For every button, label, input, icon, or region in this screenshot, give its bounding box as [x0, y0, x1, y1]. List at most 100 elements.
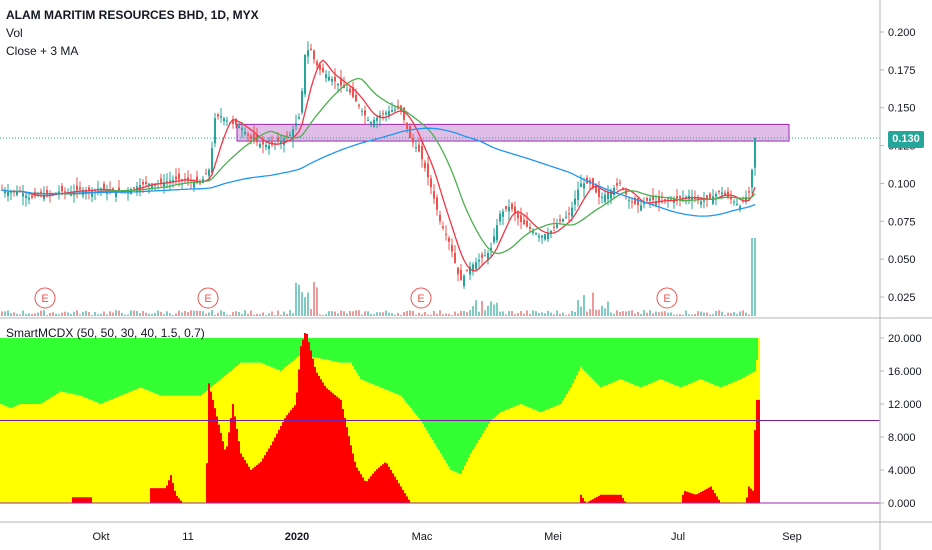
vol-legend[interactable]: Vol	[6, 26, 23, 40]
mcdx-yellow-bar	[250, 362, 252, 470]
volume-bar	[436, 313, 438, 316]
mcdx-yellow-bar	[518, 404, 520, 503]
mcdx-green-bar	[164, 338, 166, 396]
mcdx-yellow-bar	[34, 404, 36, 503]
mcdx-red-bar	[696, 494, 698, 503]
mcdx-yellow-bar	[650, 383, 652, 503]
mcdx-green-bar	[0, 338, 2, 404]
mcdx-green-bar	[556, 338, 558, 406]
candle-body	[700, 201, 702, 205]
mcdx-green-bar	[12, 338, 14, 408]
mcdx-yellow-bar	[540, 412, 542, 503]
candle-body	[670, 198, 672, 200]
mcdx-red-bar	[162, 488, 164, 503]
volume-bar	[61, 312, 63, 316]
mcdx-green-bar	[106, 338, 108, 402]
volume-bar	[421, 314, 423, 316]
mcdx-yellow-bar	[256, 362, 258, 466]
mcdx-green-bar	[142, 338, 144, 389]
mcdx-green-bar	[576, 338, 578, 376]
volume-bar	[541, 312, 543, 316]
candle-body	[46, 189, 48, 196]
indicator-tick-label: 20.000	[888, 333, 922, 345]
candle-body	[595, 184, 597, 193]
mcdx-yellow-bar	[424, 427, 426, 503]
mcdx-green-bar	[452, 338, 454, 471]
mcdx-green-bar	[598, 338, 600, 386]
candle-body	[211, 148, 213, 174]
volume-bar	[685, 310, 687, 316]
mcdx-red-bar	[158, 488, 160, 503]
mcdx-green-bar	[38, 338, 40, 404]
mcdx-yellow-bar	[90, 399, 92, 498]
mcdx-yellow-bar	[318, 358, 320, 376]
candle-body	[355, 94, 357, 102]
candle-body	[316, 61, 318, 66]
volume-bar	[238, 311, 240, 316]
time-tick-label: Okt	[92, 531, 109, 543]
mcdx-green-bar	[410, 338, 412, 409]
volume-bar	[289, 310, 291, 316]
mcdx-yellow-bar	[62, 392, 64, 503]
mcdx-green-bar	[8, 338, 10, 408]
mcdx-red-bar	[240, 453, 242, 503]
volume-bar	[286, 313, 288, 316]
mcdx-yellow-bar	[664, 380, 666, 503]
mcdx-red-bar	[344, 418, 346, 503]
mcdx-green-bar	[384, 338, 386, 390]
candle-body	[262, 141, 264, 145]
volume-bar	[1, 311, 3, 316]
mcdx-red-bar	[74, 497, 76, 503]
mcdx-green-bar	[564, 338, 566, 398]
indicator-title[interactable]: SmartMCDX (50, 50, 30, 40, 1.5, 0.7)	[6, 326, 205, 340]
candle-body	[634, 197, 636, 204]
mcdx-yellow-bar	[280, 371, 282, 426]
mcdx-green-bar	[180, 338, 182, 396]
candle-body	[409, 126, 411, 138]
volume-bar	[136, 310, 138, 316]
candle-body	[544, 234, 546, 240]
time-tick-label: Sep	[782, 531, 802, 543]
mcdx-red-bar	[296, 392, 298, 503]
mcdx-yellow-bar	[420, 420, 422, 503]
mcdx-yellow-bar	[50, 397, 52, 503]
volume-bar	[208, 312, 210, 316]
volume-bar	[598, 309, 600, 316]
mcdx-yellow-bar	[96, 402, 98, 503]
mcdx-yellow-bar	[82, 396, 84, 498]
mcdx-green-bar	[434, 338, 436, 444]
mcdx-green-bar	[588, 338, 590, 376]
mcdx-yellow-bar	[260, 362, 262, 462]
mcdx-yellow-bar	[78, 395, 80, 498]
volume-bar	[178, 310, 180, 316]
volume-bar	[97, 314, 99, 316]
mcdx-red-bar	[612, 494, 614, 503]
mcdx-red-bar	[690, 493, 692, 503]
mcdx-green-bar	[614, 338, 616, 382]
mcdx-green-bar	[394, 338, 396, 394]
volume-bar	[235, 311, 237, 316]
mcdx-yellow-bar	[422, 423, 424, 503]
mcdx-red-bar	[236, 428, 238, 503]
candle-body	[403, 107, 405, 120]
volume-bar	[241, 314, 243, 316]
mcdx-yellow-bar	[710, 383, 712, 487]
mcdx-green-bar	[464, 338, 466, 466]
mcdx-yellow-bar	[322, 359, 324, 383]
volume-bar	[742, 310, 744, 316]
candle-body	[79, 187, 81, 190]
mcdx-green-bar	[376, 338, 378, 386]
ma-legend[interactable]: Close + 3 MA	[6, 44, 79, 58]
candle-body	[496, 225, 498, 241]
mcdx-yellow-bar	[594, 381, 596, 499]
mcdx-yellow-bar	[588, 375, 590, 502]
candle-body	[520, 215, 522, 223]
volume-bar	[112, 312, 114, 316]
candle-body	[475, 262, 477, 270]
mcdx-yellow-bar	[590, 377, 592, 501]
candle-body	[364, 110, 366, 116]
mcdx-yellow-bar	[226, 374, 228, 447]
mcdx-red-bar	[746, 497, 748, 503]
volume-bar	[190, 310, 192, 316]
volume-bar	[154, 312, 156, 316]
